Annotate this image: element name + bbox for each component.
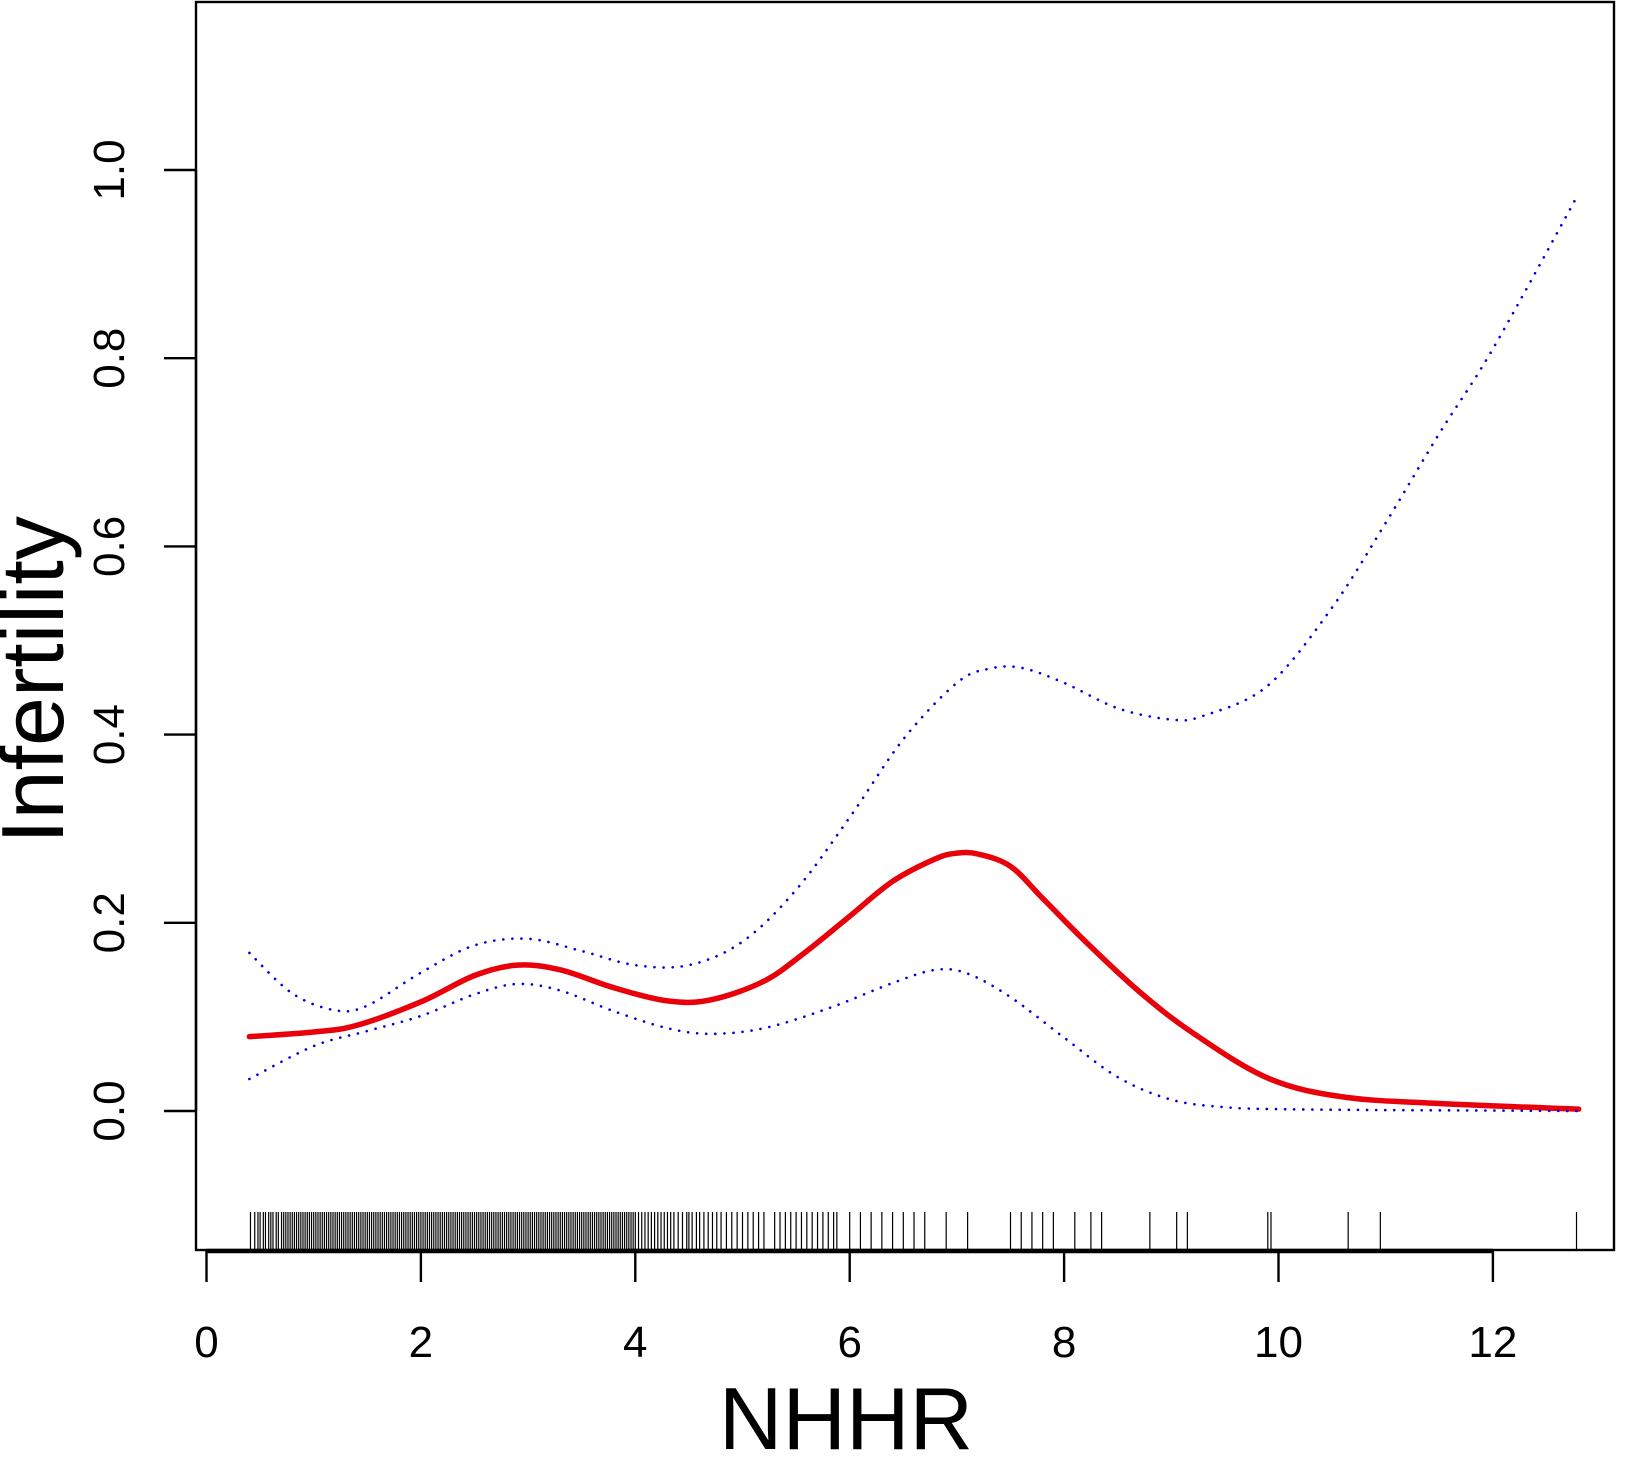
y-tick-label: 0.4 — [85, 704, 134, 765]
y-axis: 0.0 0.2 0.4 0.6 0.8 1.0 — [85, 139, 198, 1142]
ci-lower-line — [248, 967, 1580, 1113]
x-tick-label: 0 — [194, 1318, 218, 1367]
fit-line — [246, 849, 1582, 1112]
x-axis: 0 2 4 6 8 10 12 — [194, 1248, 1517, 1367]
x-tick-label: 6 — [837, 1318, 861, 1367]
y-tick-label: 0.8 — [85, 328, 134, 389]
x-tick-label: 4 — [623, 1318, 647, 1367]
x-tick-label: 2 — [409, 1318, 433, 1367]
x-tick-label: 8 — [1052, 1318, 1076, 1367]
x-axis-label: NHHR — [719, 1369, 973, 1454]
y-tick-label: 0.2 — [85, 892, 134, 953]
plot-frame — [194, 0, 1616, 1252]
y-tick-label: 1.0 — [85, 139, 134, 200]
x-tick-label: 12 — [1468, 1318, 1517, 1367]
x-tick-label: 10 — [1254, 1318, 1303, 1367]
y-axis-label: Infertility — [0, 516, 82, 844]
y-tick-label: 0.0 — [85, 1080, 134, 1141]
ci-upper-line — [248, 192, 1580, 1013]
series-lines — [246, 192, 1582, 1113]
rug-marks — [249, 1212, 1578, 1250]
y-tick-label: 0.6 — [85, 516, 134, 577]
